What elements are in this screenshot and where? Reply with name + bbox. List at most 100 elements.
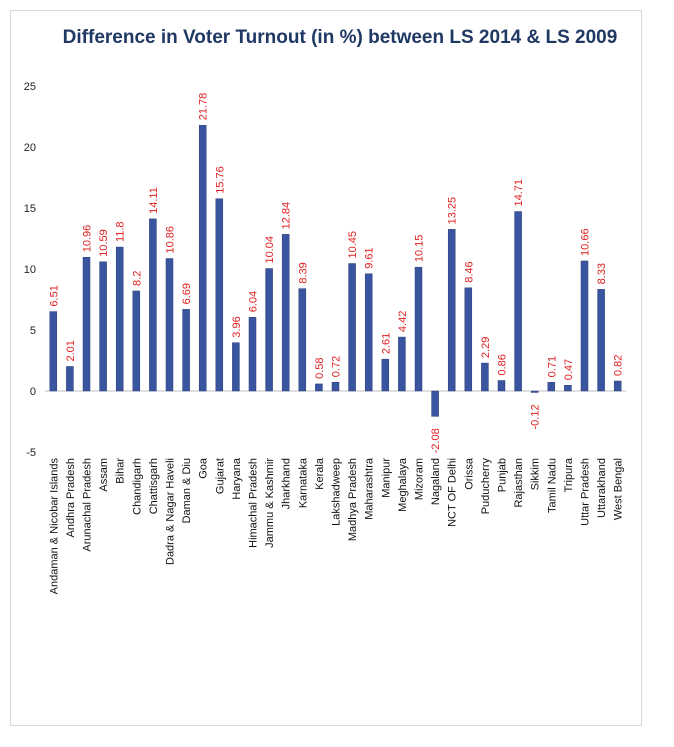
category-label: Kerala bbox=[314, 457, 326, 490]
y-tick-label: 15 bbox=[24, 203, 36, 215]
y-tick-label: 20 bbox=[24, 142, 36, 154]
bar bbox=[281, 234, 290, 392]
bar bbox=[398, 336, 406, 392]
data-label: 10.96 bbox=[82, 225, 94, 253]
category-label: Lakshadweep bbox=[331, 458, 343, 526]
data-label: 6.51 bbox=[48, 285, 60, 306]
data-label: 13.25 bbox=[447, 197, 459, 225]
data-label: 6.04 bbox=[248, 291, 260, 312]
bar bbox=[49, 311, 58, 392]
category-label: Meghalaya bbox=[397, 457, 409, 512]
bar bbox=[99, 261, 107, 392]
data-label: 14.71 bbox=[513, 179, 525, 207]
bar bbox=[265, 268, 273, 392]
category-label: Orissa bbox=[463, 457, 475, 490]
category-label: Haryana bbox=[231, 457, 243, 499]
bar bbox=[315, 383, 323, 392]
category-label: Karnataka bbox=[297, 457, 309, 508]
bar bbox=[331, 381, 340, 392]
bar bbox=[597, 289, 605, 392]
data-label: -2.08 bbox=[430, 428, 442, 453]
bar bbox=[431, 390, 439, 417]
data-label: 10.45 bbox=[347, 231, 359, 259]
category-label: NCT OF Delhi bbox=[447, 458, 459, 527]
bar bbox=[381, 358, 390, 392]
data-label: 21.78 bbox=[198, 93, 210, 121]
chart-title: Difference in Voter Turnout (in %) betwe… bbox=[62, 27, 618, 48]
category-label: Punjab bbox=[497, 458, 509, 492]
data-label: 0.71 bbox=[546, 356, 558, 377]
bar bbox=[66, 366, 74, 392]
category-label: Madhya Pradesh bbox=[347, 458, 359, 541]
bar bbox=[364, 273, 373, 392]
category-label: Manipur bbox=[380, 458, 392, 498]
data-label: 10.15 bbox=[414, 235, 426, 263]
data-label: 8.39 bbox=[297, 262, 309, 283]
category-label: Gujarat bbox=[214, 458, 226, 494]
y-tick-label: 10 bbox=[24, 264, 36, 276]
bar bbox=[248, 317, 257, 392]
data-label: 4.42 bbox=[397, 311, 409, 332]
data-label: 6.69 bbox=[181, 283, 193, 304]
category-label: Daman & Diu bbox=[181, 458, 193, 523]
data-label: 9.61 bbox=[364, 247, 376, 268]
data-label: 10.86 bbox=[165, 226, 177, 254]
bar bbox=[514, 211, 522, 392]
data-label: 0.47 bbox=[563, 359, 575, 380]
data-label: 11.8 bbox=[115, 221, 127, 242]
category-label: Maharashtra bbox=[364, 457, 376, 520]
category-label: Andaman & Nicobar Islands bbox=[48, 458, 60, 595]
category-label: Assam bbox=[98, 458, 110, 492]
bar bbox=[464, 287, 473, 392]
category-label: Dadra & Nagar Haveli bbox=[165, 458, 177, 565]
y-tick-label: 5 bbox=[30, 325, 36, 337]
category-label: Mizoram bbox=[414, 458, 426, 500]
category-label: Goa bbox=[198, 457, 210, 479]
y-tick-label: 0 bbox=[30, 386, 36, 398]
bar bbox=[232, 342, 240, 392]
category-label: West Bengal bbox=[613, 458, 625, 520]
category-label: Sikkim bbox=[530, 458, 542, 490]
bar bbox=[497, 380, 506, 392]
bar bbox=[149, 218, 157, 392]
data-label: 0.58 bbox=[314, 358, 326, 379]
data-label: 3.96 bbox=[231, 316, 243, 337]
bar bbox=[165, 258, 174, 392]
bar bbox=[564, 385, 572, 392]
bar bbox=[414, 266, 423, 392]
bar bbox=[580, 260, 589, 392]
data-label: 14.11 bbox=[148, 187, 160, 214]
bar bbox=[447, 229, 456, 392]
data-label: 10.66 bbox=[580, 228, 592, 256]
data-label: 2.61 bbox=[380, 333, 392, 354]
category-label: Chandigarh bbox=[131, 458, 143, 515]
data-label: 8.46 bbox=[463, 261, 475, 282]
bar bbox=[82, 257, 91, 392]
bar bbox=[132, 290, 141, 392]
data-label: 8.2 bbox=[131, 271, 143, 286]
category-label: Jammu & Kashmir bbox=[264, 458, 276, 548]
category-label: Himachal Pradesh bbox=[248, 458, 260, 548]
bar bbox=[115, 246, 124, 392]
data-label: 0.72 bbox=[331, 356, 343, 377]
chart-area bbox=[10, 10, 642, 726]
category-label: Chattisgarh bbox=[148, 458, 160, 514]
category-label: Jharkhand bbox=[281, 458, 293, 509]
bar bbox=[481, 362, 489, 392]
data-label: 2.01 bbox=[65, 340, 77, 361]
category-label: Nagaland bbox=[430, 458, 442, 505]
data-label: 8.33 bbox=[596, 263, 608, 284]
bar bbox=[182, 309, 190, 392]
bar bbox=[215, 198, 224, 392]
data-label: 15.76 bbox=[214, 166, 226, 194]
data-label: 0.82 bbox=[613, 355, 625, 376]
bar bbox=[198, 125, 207, 392]
category-label: Uttar Pradesh bbox=[580, 458, 592, 526]
category-label: Andhra Pradesh bbox=[65, 458, 77, 538]
y-tick-label: -5 bbox=[26, 447, 36, 459]
data-label: 12.84 bbox=[281, 202, 293, 230]
bar bbox=[298, 288, 307, 392]
bar bbox=[547, 382, 556, 392]
category-label: Bihar bbox=[115, 458, 127, 484]
